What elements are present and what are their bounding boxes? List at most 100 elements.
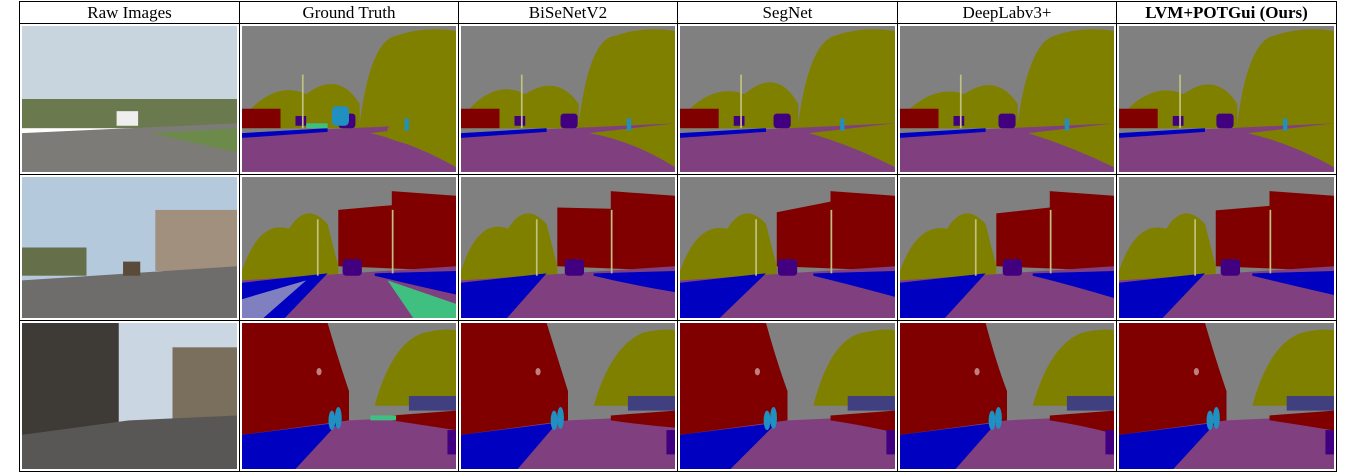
car-region [1220, 259, 1241, 276]
car-region [514, 116, 526, 126]
building-region [1215, 191, 1334, 271]
fence-region [408, 396, 456, 411]
raw-image-1 [20, 24, 240, 174]
raw-sky [22, 26, 237, 99]
sign-region [1193, 368, 1199, 376]
pedestrian-region [557, 406, 564, 429]
fence-region [627, 396, 675, 411]
pole-region [740, 74, 742, 129]
building-right-region [610, 410, 675, 428]
fence-region [847, 396, 895, 411]
bisenetv2-2 [459, 175, 678, 320]
car-region [1172, 116, 1184, 126]
bisenetv2-3 [459, 321, 678, 471]
building-region [680, 323, 788, 435]
bisenetv2-1 [459, 24, 678, 174]
header-segnet: SegNet [678, 2, 898, 24]
sidewalk-right-region [593, 271, 675, 293]
building-region [461, 108, 500, 129]
sidewalk-region [242, 128, 328, 138]
pedestrian-region [1212, 406, 1220, 429]
building-region [338, 191, 456, 271]
car-region [295, 116, 307, 126]
building-region [1119, 108, 1158, 129]
deeplabv3-1 [898, 24, 1117, 174]
raw-photo [22, 26, 237, 172]
header-ours: LVM+POTGui (Ours) [1145, 3, 1308, 22]
ground-truth-2 [240, 175, 459, 320]
sidewalk-light-region [242, 280, 307, 318]
tree-region [593, 329, 675, 406]
pole-region [520, 74, 523, 129]
tree-region [359, 29, 456, 136]
sidewalk-right-region [374, 271, 456, 295]
building-region [557, 191, 675, 271]
sidewalk-region [900, 422, 997, 469]
column-header-row: Raw Images Ground Truth BiSeNetV2 SegNet… [20, 2, 1336, 24]
pole-region [959, 74, 962, 129]
sidewalk-region [461, 422, 558, 469]
tree-region [374, 329, 456, 406]
building-region [680, 108, 719, 129]
bollard-region [404, 118, 409, 131]
sidewalk-right-region [813, 271, 895, 297]
sidewalk-region [900, 128, 986, 138]
car-region [342, 259, 362, 276]
pole-region [1049, 209, 1052, 274]
raw-car [123, 261, 141, 276]
tree-region [680, 213, 777, 281]
seg-map [680, 177, 895, 318]
raw-photo [22, 177, 237, 318]
fence-region [1286, 396, 1334, 411]
verge-region [1248, 123, 1334, 168]
deeplabv3-3 [898, 321, 1117, 471]
pedestrian-region [988, 410, 996, 431]
car-region [1216, 113, 1234, 129]
pole-region [316, 219, 319, 276]
sidewalk-region [1119, 422, 1216, 469]
building-right-region [1049, 410, 1114, 434]
sidewalk-left-region [900, 273, 986, 318]
seg-map [1119, 26, 1334, 172]
bollard-region [1283, 118, 1288, 131]
tree-region [900, 213, 997, 281]
sidewalk-region [680, 128, 766, 138]
raw-road [22, 415, 237, 469]
car-region [998, 113, 1016, 129]
header-ground-truth: Ground Truth [240, 2, 459, 24]
car-region [886, 430, 895, 455]
lane-marking-region [387, 280, 456, 318]
seg-map [680, 26, 895, 172]
building-right-region [391, 410, 456, 431]
tree-region [1017, 29, 1114, 136]
ground-truth-3 [240, 321, 459, 471]
seg-map [461, 26, 675, 172]
tree-region [813, 329, 895, 406]
ground-truth-1 [240, 24, 459, 174]
ours-1 [1117, 24, 1336, 174]
verge-region [1028, 123, 1114, 168]
building-region [461, 323, 568, 435]
pedestrian-region [770, 406, 777, 429]
row-3 [20, 321, 1336, 471]
seg-map [900, 323, 1114, 469]
raw-building [155, 209, 237, 271]
car-region [564, 259, 585, 276]
raw-building [22, 323, 119, 435]
seg-map [242, 177, 456, 318]
segnet-3 [678, 321, 898, 471]
sidewalk-left-region [461, 273, 547, 318]
segnet-2 [678, 175, 898, 320]
seg-map [1119, 177, 1334, 318]
building-right-region [1269, 410, 1334, 431]
image-grid [20, 24, 1336, 471]
tree-region [578, 29, 675, 136]
building-right-region [830, 410, 895, 433]
header-bisenetv2: BiSeNetV2 [459, 2, 678, 24]
pedestrian-region [995, 406, 1002, 429]
lane-marking-region [370, 415, 397, 421]
pole-region [301, 74, 304, 129]
sidewalk-right-region [1252, 271, 1334, 295]
pole-region [755, 219, 757, 276]
car-region [733, 116, 745, 126]
